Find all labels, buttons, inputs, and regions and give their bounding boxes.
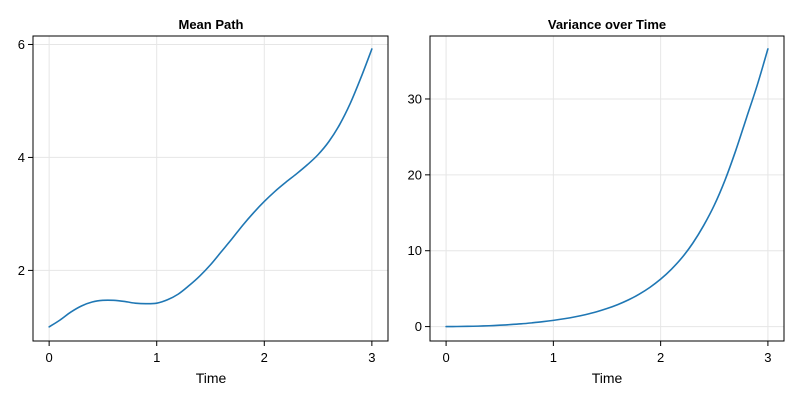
grid xyxy=(33,36,388,341)
series-line xyxy=(48,48,373,328)
y-tick-label: 6 xyxy=(18,37,25,52)
series-line xyxy=(445,48,769,328)
tick-labels: 0 1 2 3 2 4 6 xyxy=(18,37,376,365)
chart-title: Variance over Time xyxy=(548,17,666,32)
x-tick-label: 3 xyxy=(368,350,375,365)
x-tick-label: 2 xyxy=(657,350,664,365)
x-axis-label: Time xyxy=(592,370,623,386)
x-tick-label: 0 xyxy=(442,350,449,365)
y-tick-label: 0 xyxy=(415,319,422,334)
x-tick-label: 3 xyxy=(764,350,771,365)
tick-marks xyxy=(425,98,769,346)
x-tick-label: 0 xyxy=(46,350,53,365)
x-tick-label: 2 xyxy=(261,350,268,365)
chart-title: Mean Path xyxy=(178,17,243,32)
tick-marks xyxy=(28,43,373,346)
plot-frame xyxy=(429,35,785,342)
y-tick-label: 30 xyxy=(408,91,422,106)
x-tick-label: 1 xyxy=(153,350,160,365)
y-tick-label: 2 xyxy=(18,263,25,278)
plot-frame xyxy=(32,35,389,342)
mean-path-panel: Mean Path 0 1 2 3 2 4 6 Time xyxy=(18,17,389,386)
x-axis-label: Time xyxy=(196,370,227,386)
grid xyxy=(430,36,784,341)
x-tick-label: 1 xyxy=(550,350,557,365)
y-tick-label: 10 xyxy=(408,243,422,258)
y-tick-label: 4 xyxy=(18,150,25,165)
y-tick-label: 20 xyxy=(408,167,422,182)
